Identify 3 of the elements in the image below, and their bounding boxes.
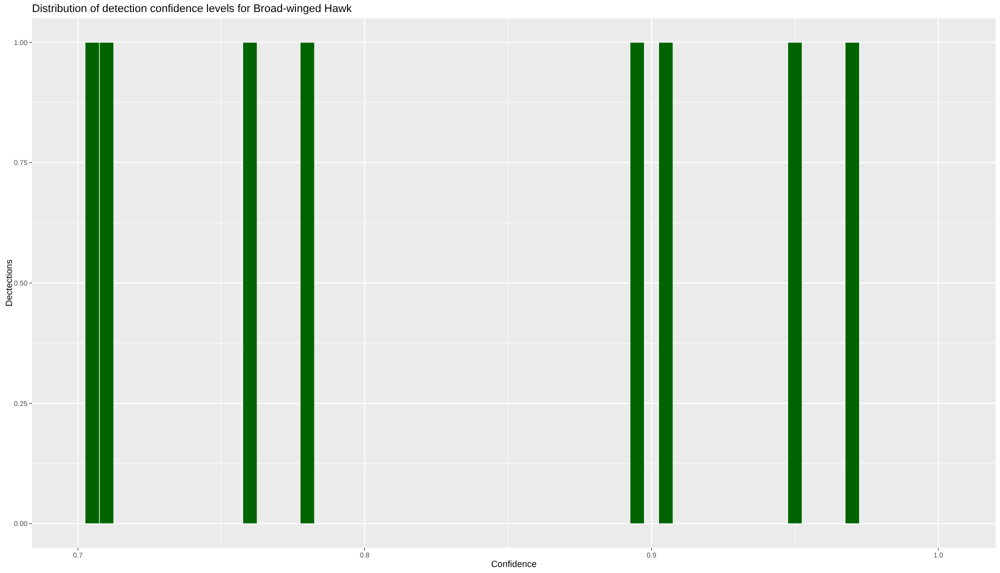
x-axis-title: Confidence xyxy=(491,559,537,569)
chart-title: Distribution of detection confidence levels for Broad-winged Hawk xyxy=(32,3,352,15)
y-axis-title: Dectections xyxy=(4,258,14,307)
